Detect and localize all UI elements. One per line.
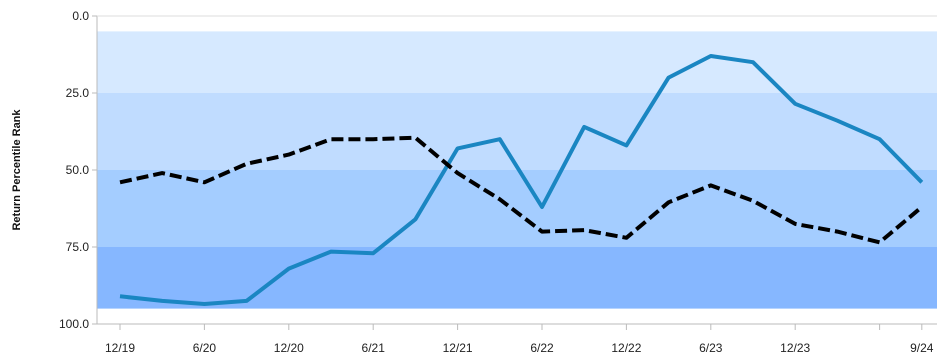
- y-tick-label: 100.0: [59, 317, 89, 331]
- x-tick-label: 12/21: [443, 341, 473, 355]
- chart-series: [119, 54, 924, 306]
- quartile-band-1: [97, 31, 937, 93]
- y-axis-title: Return Percentile Rank: [11, 109, 23, 231]
- y-tick-label: 0.0: [72, 9, 89, 23]
- x-tick-label: 12/19: [105, 341, 135, 355]
- x-tick-label: 9/24: [910, 341, 934, 355]
- chart-axes: [92, 15, 937, 330]
- series-line-2: [119, 135, 924, 245]
- x-tick-label: 6/23: [699, 341, 723, 355]
- x-tick-label: 12/23: [780, 341, 810, 355]
- x-tick-label: 12/20: [274, 341, 304, 355]
- y-tick-labels: 0.0 25.0 50.0 75.0 100.0: [59, 9, 89, 331]
- y-tick-label: 75.0: [66, 240, 90, 254]
- series-line-1: [119, 54, 924, 306]
- quartile-band-3: [97, 170, 937, 247]
- quartile-band-4: [97, 247, 937, 309]
- x-tick-label: 6/20: [193, 341, 217, 355]
- x-tick-label: 6/21: [362, 341, 386, 355]
- x-tick-label: 6/22: [530, 341, 554, 355]
- y-tick-label: 25.0: [66, 86, 90, 100]
- quartile-band-2: [97, 93, 937, 170]
- x-tick-labels: 12/19 6/20 12/20 6/21 12/21 6/22 12/22 6/23 12/2…: [105, 341, 934, 355]
- x-tick-label: 12/22: [611, 341, 641, 355]
- y-tick-label: 50.0: [66, 163, 90, 177]
